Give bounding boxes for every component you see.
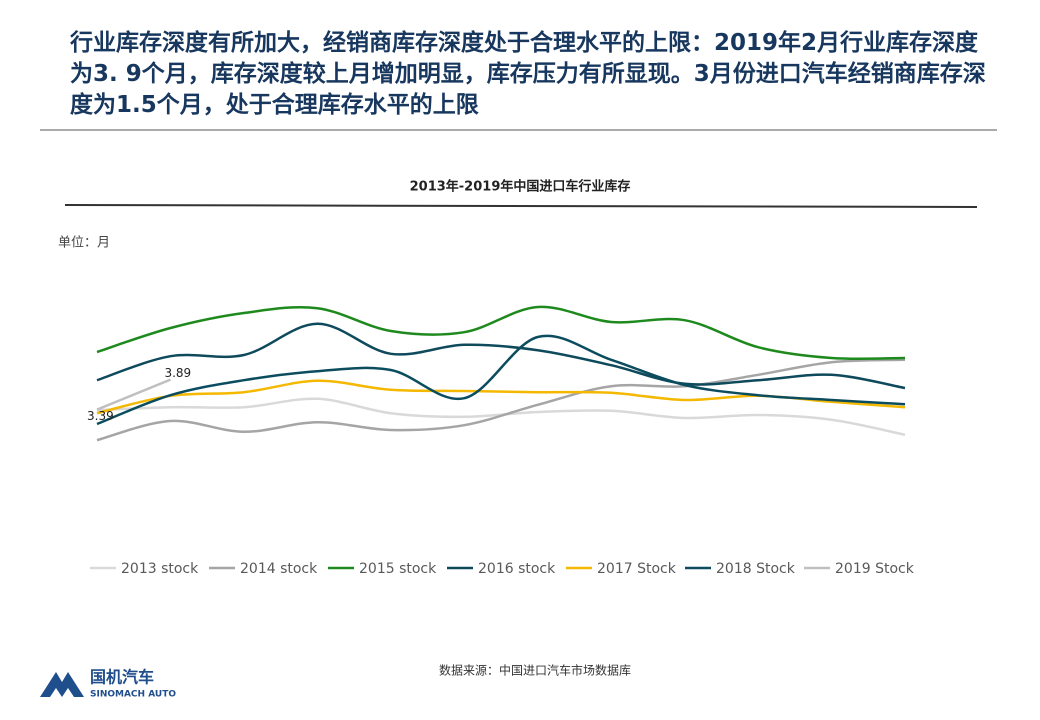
line-series	[96, 358, 906, 442]
logo-icon	[40, 672, 84, 697]
legend-label: 2017 Stock	[597, 561, 677, 577]
line-series	[96, 305, 906, 361]
legend-label: 2014 stock	[240, 561, 318, 577]
data-label: 3.89	[164, 366, 191, 380]
line-series	[96, 334, 906, 426]
logo-cn: 国机汽车	[90, 668, 154, 687]
source: 数据来源：中国进口汽车市场数据库	[439, 663, 631, 678]
legend-label: 2019 Stock	[835, 561, 915, 577]
headline: 行业库存深度有所加大，经销商库存深度处于合理水平的上限：2019年2月行业库存深…	[70, 30, 986, 118]
legend-label: 2013 stock	[121, 561, 199, 577]
logo-en: SINOMACH AUTO	[90, 690, 176, 700]
legend-label: 2015 stock	[359, 561, 437, 577]
unit-label: 单位：月	[58, 236, 110, 251]
legend-label: 2018 Stock	[716, 561, 796, 577]
data-label: 3.39	[87, 409, 114, 423]
legend-label: 2016 stock	[478, 561, 556, 577]
rule	[64, 204, 978, 208]
chart-title: 2013年-2019年中国进口车行业库存	[410, 179, 631, 195]
line-series	[96, 378, 171, 411]
line-series	[96, 322, 906, 390]
